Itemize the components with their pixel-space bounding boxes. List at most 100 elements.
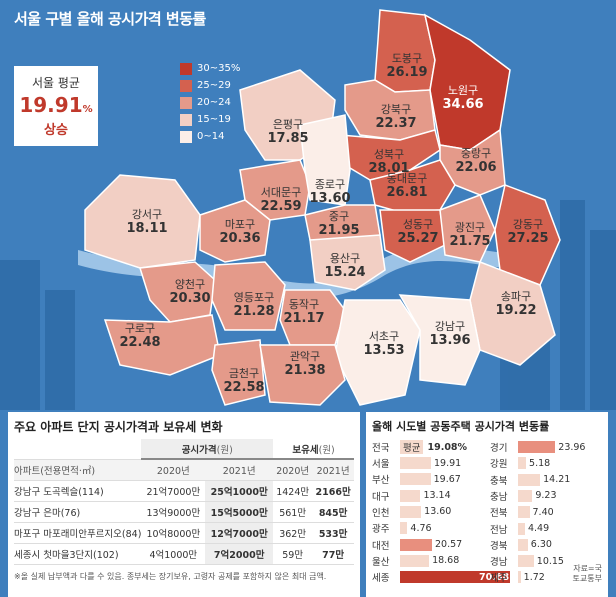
region-row: 경남 10.15	[490, 555, 564, 569]
region-bar	[518, 555, 534, 568]
region-bar	[400, 505, 422, 518]
district-label-seodaemun: 서대문구 22.59	[260, 186, 302, 214]
district-shape-dongdaemun	[369, 159, 456, 213]
seoul-average-trend: 상승	[44, 123, 68, 138]
apartment-table-panel: 주요 아파트 단지 공시가격과 보유세 변화 공시가격(원) 보유세(원) 아파…	[8, 412, 360, 597]
region-row: 전남 4.49	[490, 522, 550, 536]
region-row: 부산 19.67	[372, 473, 461, 487]
district-label-gwangjin: 광진구 21.75	[449, 221, 491, 249]
region-row: 제주 1.72	[490, 571, 545, 585]
legend-item: 30~35%	[180, 60, 240, 77]
header-year: 2021년	[205, 459, 274, 481]
district-label-jungnang: 중랑구 22.06	[455, 147, 497, 175]
national-average-tag: 평균	[400, 440, 424, 454]
region-row: 인천 13.60	[372, 505, 452, 519]
header-year: 2020년	[273, 459, 313, 481]
district-shape-seongdong	[379, 209, 446, 263]
district-label-gangnam: 강남구 13.96	[429, 320, 471, 348]
page-title: 서울 구별 올해 공시가격 변동률	[14, 10, 206, 28]
district-shape-gangseo	[84, 174, 201, 269]
district-shape-geumcheon	[211, 339, 266, 406]
table-row: 세종시 첫마을3단지(102) 4억1000만 7억2000만 59만 77만	[14, 543, 354, 565]
region-bar	[400, 457, 431, 469]
district-shape-yeongdeungpo	[211, 261, 286, 331]
region-row: 충북 14.21	[490, 473, 571, 487]
region-bar	[518, 506, 530, 519]
district-label-yeongdeungpo: 영등포구 21.28	[233, 291, 275, 319]
legend-item: 20~24	[180, 94, 240, 111]
region-bar	[518, 522, 525, 535]
region-bar	[400, 522, 408, 535]
district-label-seongdong: 성동구 25.27	[397, 218, 439, 246]
header-year: 2020년	[141, 459, 206, 481]
region-row: 경북 6.30	[490, 538, 552, 552]
seoul-average-box: 서울 평균 19.91% 상승	[14, 66, 98, 146]
district-label-songpa: 송파구 19.22	[495, 290, 537, 318]
district-label-gwanak: 관악구 21.38	[284, 350, 326, 378]
apartment-table: 공시가격(원) 보유세(원) 아파트(전용면적·㎡) 2020년 2021년 2…	[14, 439, 354, 565]
legend-item: 25~29	[180, 77, 240, 94]
region-row: 광주 4.76	[372, 522, 432, 536]
region-bar	[518, 571, 521, 584]
district-shape-yongsan	[309, 234, 386, 291]
district-label-dobong: 도봉구 26.19	[386, 52, 428, 80]
district-label-dongdaemun: 동대문구 26.81	[386, 172, 428, 200]
district-label-dongjak: 동작구 21.17	[283, 298, 325, 326]
district-label-yongsan: 용산구 15.24	[324, 252, 366, 280]
region-bar	[400, 489, 421, 502]
district-label-junggu: 중구 21.95	[318, 210, 360, 238]
region-bar	[518, 473, 541, 486]
district-label-jongno: 종로구 13.60	[309, 178, 351, 206]
region-bar	[400, 473, 431, 486]
regional-change-panel: 올해 시도별 공동주택 공시가격 변동률 전국 평균 19.08% 서울 19.9…	[366, 412, 608, 597]
district-shape-gwangjin	[439, 194, 496, 263]
district-label-mapo: 마포구 20.36	[219, 218, 261, 246]
header-price: 공시가격(원)	[141, 439, 274, 460]
district-label-seongbuk: 성북구 28.01	[368, 148, 410, 176]
district-label-seocho: 서초구 13.53	[363, 330, 405, 358]
district-label-gangseo: 강서구 18.11	[126, 208, 168, 236]
header-apartment: 아파트(전용면적·㎡)	[14, 459, 142, 481]
district-label-eunpyeong: 은평구 17.85	[267, 118, 309, 146]
seoul-average-label: 서울 평균	[32, 76, 80, 90]
legend-item: 0~14	[180, 128, 240, 145]
apartment-table-title: 주요 아파트 단지 공시가격과 보유세 변화	[14, 420, 223, 434]
region-bar	[518, 538, 528, 551]
region-bar	[400, 571, 510, 584]
header-tax: 보유세(원)	[273, 439, 354, 460]
district-label-yangcheon: 양천구 20.30	[169, 278, 211, 306]
region-bar	[400, 538, 432, 551]
national-average-row: 전국 평균 19.08%	[372, 440, 468, 454]
regional-title: 올해 시도별 공동주택 공시가격 변동률	[372, 420, 550, 433]
apartment-footnote: ※올 실제 납부액과 다를 수 있음. 종부세는 장기보유, 고령자 공제를 포…	[14, 571, 327, 581]
region-row: 울산 18.68	[372, 554, 460, 568]
seoul-average-value: 19.91%	[19, 93, 93, 117]
region-row: 세종 70.68	[372, 571, 510, 585]
table-row: 마포구 마포래미안푸르지오(84) 10억8000만 12억7000만 362만 533…	[14, 522, 354, 544]
district-label-gangdong: 강동구 27.25	[507, 218, 549, 246]
district-label-guro: 구로구 22.48	[119, 322, 161, 350]
region-row: 충남 9.23	[490, 489, 557, 503]
district-label-nowon: 노원구 34.66	[442, 84, 484, 112]
source-note: 자료=국토교통부	[572, 564, 602, 583]
region-bar	[400, 554, 430, 567]
district-shape-mapo	[199, 199, 271, 263]
region-row: 강원 5.18	[490, 457, 551, 471]
district-shape-gangnam	[398, 294, 481, 386]
district-label-geumcheon: 금천구 22.58	[223, 367, 265, 395]
header-year: 2021년	[312, 459, 354, 481]
region-bar	[518, 489, 533, 502]
legend-item: 15~19	[180, 111, 240, 128]
district-label-gangbuk: 강북구 22.37	[375, 103, 417, 131]
table-row: 강남구 은마(76) 13억9000만 15억5000만 561만 845만	[14, 501, 354, 523]
table-row: 강남구 도곡렉슬(114) 21억7000만 25억1000만 1424만 2166만	[14, 480, 354, 502]
region-row: 서울 19.91	[372, 457, 462, 470]
district-shape-gwanak	[259, 344, 346, 406]
region-bar	[518, 441, 556, 453]
region-row: 대전 20.57	[372, 538, 463, 552]
map-legend: 30~35% 25~29 20~24 15~19 0~14	[180, 60, 240, 145]
region-row: 대구 13.14	[372, 489, 451, 503]
region-row: 경기 23.96	[490, 441, 586, 454]
region-bar	[518, 457, 527, 470]
region-row: 전북 7.40	[490, 506, 554, 520]
